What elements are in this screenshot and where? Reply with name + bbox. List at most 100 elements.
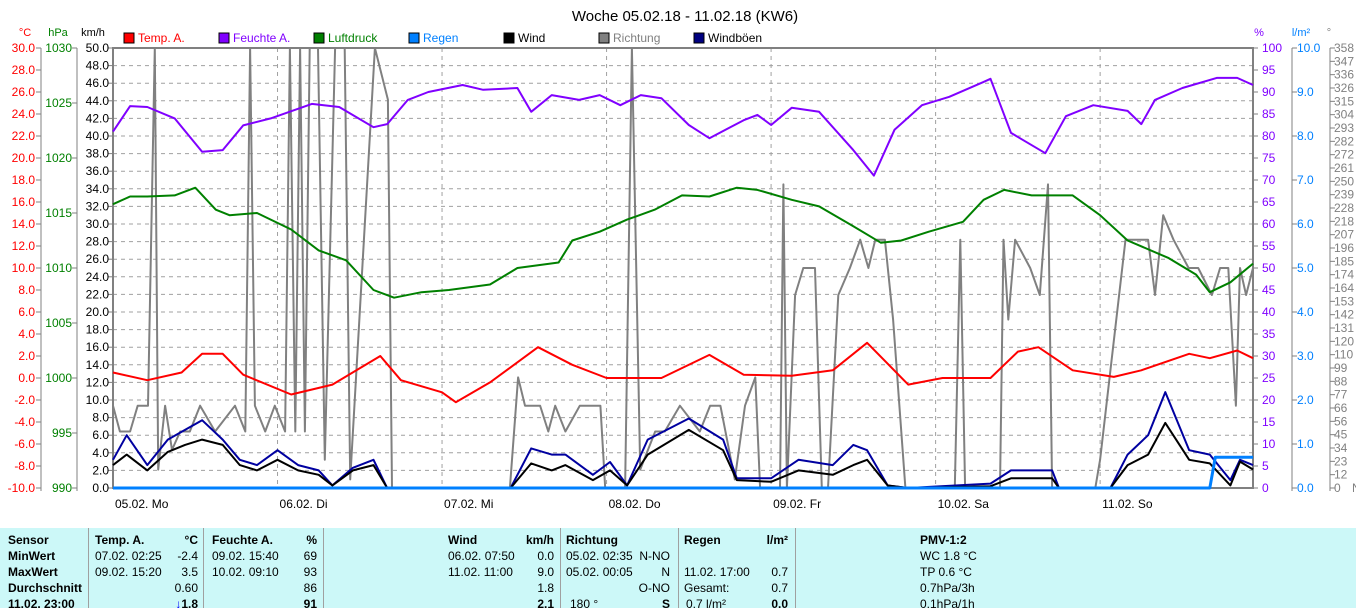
column-divider xyxy=(560,528,561,608)
x-tick-label: 08.02. Do xyxy=(609,497,661,511)
min-humidity-time: 09.02. 15:40 xyxy=(212,549,279,563)
humidity-tick-label: 25 xyxy=(1262,371,1276,385)
max-wind-time: 11.02. 11:00 xyxy=(448,565,513,579)
rain-tick-label: 5.0 xyxy=(1297,261,1314,275)
legend-swatch xyxy=(313,32,325,44)
temp-tick-label: 0.0 xyxy=(18,371,35,385)
avg-humidity: 86 xyxy=(303,581,317,595)
humidity-tick-label: 40 xyxy=(1262,305,1276,319)
header-temp: Temp. A. xyxy=(95,533,145,547)
wind-tick-label: 34.0 xyxy=(86,182,110,196)
wind-tick-label: 18.0 xyxy=(86,323,110,337)
direction-tick-label: 336 xyxy=(1334,68,1354,82)
temp-tick-label: -4.0 xyxy=(14,415,35,429)
wind-tick-label: 22.0 xyxy=(86,287,110,301)
direction-tick-label: 282 xyxy=(1334,134,1354,148)
wind-tick-label: 0.0 xyxy=(92,481,109,495)
pmv-wind-chill: WC 1.8 °C xyxy=(920,549,977,563)
header-temp-unit: °C xyxy=(184,533,198,547)
current-direction-degrees: 180 ° xyxy=(570,597,599,608)
row-label-current: 11.02. 23:00 xyxy=(8,597,75,608)
humidity-tick-label: 85 xyxy=(1262,107,1276,121)
direction-tick-label: 66 xyxy=(1334,401,1348,415)
pressure-tick-label: 1010 xyxy=(45,261,72,275)
column-divider xyxy=(203,528,204,608)
current-humidity: 91 xyxy=(303,597,317,608)
humidity-tick-label: 65 xyxy=(1262,195,1276,209)
legend-label: Luftdruck xyxy=(328,31,378,45)
humidity-tick-label: 90 xyxy=(1262,85,1276,99)
rain-tick-label: 7.0 xyxy=(1297,173,1314,187)
direction-tick-label: 131 xyxy=(1334,321,1354,335)
rain-tick-label: 8.0 xyxy=(1297,129,1314,143)
direction-tick-label: 153 xyxy=(1334,294,1354,308)
direction-tick-label: 45 xyxy=(1334,428,1348,442)
legend-label: Wind xyxy=(518,31,545,45)
humidity-tick-label: 15 xyxy=(1262,415,1276,429)
pressure-tick-label: 1030 xyxy=(45,41,72,55)
row-label-max: MaxWert xyxy=(8,565,58,579)
temp-tick-label: 2.0 xyxy=(18,349,35,363)
column-divider xyxy=(795,528,796,608)
direction-trailing-label: N xyxy=(1352,481,1356,495)
header-sensor: Sensor xyxy=(8,533,49,547)
legend-label: Windböen xyxy=(708,31,762,45)
humidity-tick-label: 100 xyxy=(1262,41,1282,55)
humidity-tick-label: 5 xyxy=(1262,459,1269,473)
direction-tick-label: 164 xyxy=(1334,281,1354,295)
min-wind-time: 06.02. 07:50 xyxy=(448,549,515,563)
wind-tick-label: 12.0 xyxy=(86,375,110,389)
wind-tick-label: 36.0 xyxy=(86,164,110,178)
temp-tick-label: 24.0 xyxy=(12,107,36,121)
avg-wind: 1.8 xyxy=(537,581,554,595)
direction-tick-label: 185 xyxy=(1334,254,1354,268)
rain-tick-label: 3.0 xyxy=(1297,349,1314,363)
temp-tick-label: 30.0 xyxy=(12,41,36,55)
temp-tick-label: 8.0 xyxy=(18,283,35,297)
rain-tick-label: 0.0 xyxy=(1297,481,1314,495)
weather-chart: Woche 05.02.18 - 11.02.18 (KW6) 05.02. Mo… xyxy=(8,8,1356,511)
temp-tick-label: 16.0 xyxy=(12,195,36,209)
wind-tick-label: 26.0 xyxy=(86,252,110,266)
pmv-dew-point: TP 0.6 °C xyxy=(920,565,972,579)
rain-total: 0.7 xyxy=(771,581,788,595)
wind-tick-label: 30.0 xyxy=(86,217,110,231)
humidity-tick-label: 20 xyxy=(1262,393,1276,407)
temp-tick-label: 26.0 xyxy=(12,85,36,99)
temp-tick-label: 14.0 xyxy=(12,217,36,231)
column-divider xyxy=(323,528,324,608)
min-temp-time: 07.02. 02:25 xyxy=(95,549,162,563)
header-direction: Richtung xyxy=(566,533,618,547)
rain-total-label: Gesamt: xyxy=(684,581,730,595)
avg-temp: 0.60 xyxy=(174,581,198,595)
wind-tick-label: 16.0 xyxy=(86,340,110,354)
direction-unit-label: ° xyxy=(1327,27,1331,39)
direction-tick-label: 56 xyxy=(1334,414,1348,428)
wind-tick-label: 32.0 xyxy=(86,199,110,213)
temp-tick-label: 22.0 xyxy=(12,129,36,143)
wind-unit-label: km/h xyxy=(81,27,105,39)
direction-tick-label: 12 xyxy=(1334,468,1348,482)
direction-tick-label: 261 xyxy=(1334,161,1354,175)
direction-tick-label: 34 xyxy=(1334,441,1348,455)
direction-tick-label: 218 xyxy=(1334,214,1354,228)
temp-tick-label: 18.0 xyxy=(12,173,36,187)
rain-tick-label: 10.0 xyxy=(1297,41,1321,55)
series-line-temp-a xyxy=(112,341,1254,404)
max-wind: 9.0 xyxy=(537,565,554,579)
min-direction-time: 05.02. 02:35 xyxy=(566,549,633,563)
rain-tick-label: 9.0 xyxy=(1297,85,1314,99)
direction-tick-label: 196 xyxy=(1334,241,1354,255)
wind-tick-label: 20.0 xyxy=(86,305,110,319)
temp-tick-label: 12.0 xyxy=(12,239,36,253)
series-line-feuchte-a xyxy=(112,76,1254,177)
header-pmv: PMV-1:2 xyxy=(920,533,967,547)
x-tick-label: 06.02. Di xyxy=(280,497,328,511)
legend-label: Richtung xyxy=(613,31,660,45)
temp-unit-label: °C xyxy=(19,27,31,39)
max-rain: 0.7 xyxy=(771,565,788,579)
current-rain: 0.0 xyxy=(771,597,788,608)
direction-tick-label: 142 xyxy=(1334,308,1354,322)
wind-tick-label: 46.0 xyxy=(86,76,110,90)
humidity-tick-label: 10 xyxy=(1262,437,1276,451)
